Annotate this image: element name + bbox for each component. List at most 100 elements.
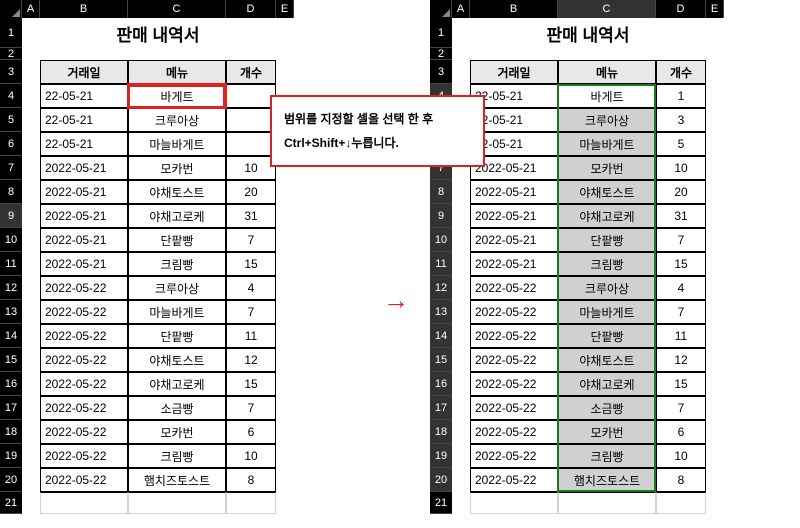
qty-cell[interactable]: 7: [226, 300, 276, 324]
date-cell[interactable]: 2022-05-22: [470, 396, 558, 420]
cell[interactable]: [452, 300, 470, 324]
row-header[interactable]: 9: [0, 204, 22, 228]
col-header-C[interactable]: C: [558, 0, 656, 18]
row-header[interactable]: 14: [430, 324, 452, 348]
menu-cell[interactable]: 크림빵: [558, 252, 656, 276]
row-header[interactable]: 17: [430, 396, 452, 420]
row-header-3[interactable]: 3: [430, 60, 452, 84]
cell[interactable]: [40, 492, 128, 514]
qty-cell[interactable]: 6: [656, 420, 706, 444]
col-header-C[interactable]: C: [128, 0, 226, 18]
menu-cell[interactable]: 마늘바게트: [128, 132, 226, 156]
date-cell[interactable]: 2022-05-22: [470, 372, 558, 396]
col-header-E[interactable]: E: [276, 0, 294, 18]
date-cell[interactable]: 2022-05-21: [40, 252, 128, 276]
header-menu[interactable]: 메뉴: [128, 60, 226, 84]
cell[interactable]: [22, 228, 40, 252]
cell[interactable]: [452, 180, 470, 204]
cell[interactable]: [276, 18, 294, 48]
cell[interactable]: [452, 372, 470, 396]
date-cell[interactable]: 22-05-21: [40, 108, 128, 132]
cell[interactable]: [22, 372, 40, 396]
date-cell[interactable]: 2022-05-22: [470, 444, 558, 468]
cell[interactable]: [656, 492, 706, 514]
menu-cell[interactable]: 크림빵: [558, 444, 656, 468]
header-qty[interactable]: 개수: [226, 60, 276, 84]
cell[interactable]: [22, 60, 40, 84]
cell[interactable]: [470, 48, 558, 60]
row-header[interactable]: 20: [430, 468, 452, 492]
menu-cell[interactable]: 단팥빵: [128, 228, 226, 252]
qty-cell[interactable]: 20: [656, 180, 706, 204]
row-header[interactable]: 15: [0, 348, 22, 372]
qty-cell[interactable]: 15: [226, 372, 276, 396]
cell[interactable]: [22, 348, 40, 372]
row-header[interactable]: 13: [0, 300, 22, 324]
row-header[interactable]: 19: [430, 444, 452, 468]
date-cell[interactable]: 2022-05-21: [470, 252, 558, 276]
date-cell[interactable]: 2022-05-21: [470, 228, 558, 252]
menu-cell[interactable]: 모카번: [128, 156, 226, 180]
row-header[interactable]: 16: [430, 372, 452, 396]
row-header[interactable]: 5: [0, 108, 22, 132]
qty-cell[interactable]: 15: [656, 252, 706, 276]
cell[interactable]: [22, 156, 40, 180]
cell[interactable]: [452, 396, 470, 420]
cell[interactable]: [22, 180, 40, 204]
date-cell[interactable]: 2022-05-22: [470, 324, 558, 348]
date-cell[interactable]: 2022-05-22: [470, 348, 558, 372]
date-cell[interactable]: 2022-05-22: [470, 468, 558, 492]
date-cell[interactable]: 2022-05-22: [470, 300, 558, 324]
row-header[interactable]: 11: [0, 252, 22, 276]
cell[interactable]: [22, 444, 40, 468]
row-header[interactable]: 16: [0, 372, 22, 396]
qty-cell[interactable]: 11: [226, 324, 276, 348]
cell[interactable]: [22, 492, 40, 514]
cell[interactable]: [558, 492, 656, 514]
cell[interactable]: [452, 252, 470, 276]
menu-cell[interactable]: 단팥빵: [128, 324, 226, 348]
col-header-E[interactable]: E: [706, 0, 724, 18]
date-cell[interactable]: 2022-05-21: [470, 180, 558, 204]
date-cell[interactable]: 2022-05-22: [40, 276, 128, 300]
qty-cell[interactable]: 20: [226, 180, 276, 204]
menu-cell[interactable]: 마늘바게트: [128, 300, 226, 324]
qty-cell[interactable]: [226, 132, 276, 156]
menu-cell[interactable]: 크루아상: [128, 276, 226, 300]
cell[interactable]: [706, 18, 724, 48]
qty-cell[interactable]: 10: [656, 444, 706, 468]
date-cell[interactable]: 2022-05-22: [40, 300, 128, 324]
cell[interactable]: [22, 468, 40, 492]
qty-cell[interactable]: 4: [656, 276, 706, 300]
cell[interactable]: [470, 492, 558, 514]
cell[interactable]: [22, 324, 40, 348]
menu-cell[interactable]: 모카번: [558, 156, 656, 180]
menu-cell[interactable]: 단팥빵: [558, 228, 656, 252]
date-cell[interactable]: 2022-05-22: [40, 444, 128, 468]
row-header[interactable]: 10: [430, 228, 452, 252]
menu-cell[interactable]: 바게트: [128, 84, 226, 108]
row-header[interactable]: 10: [0, 228, 22, 252]
row-header[interactable]: 11: [430, 252, 452, 276]
menu-cell[interactable]: 단팥빵: [558, 324, 656, 348]
qty-cell[interactable]: 12: [656, 348, 706, 372]
cell[interactable]: [22, 396, 40, 420]
row-header[interactable]: 17: [0, 396, 22, 420]
select-all-corner[interactable]: [0, 0, 22, 18]
row-header-21[interactable]: 21: [430, 492, 452, 514]
qty-cell[interactable]: 4: [226, 276, 276, 300]
row-header[interactable]: 9: [430, 204, 452, 228]
qty-cell[interactable]: 5: [656, 132, 706, 156]
row-header[interactable]: 19: [0, 444, 22, 468]
qty-cell[interactable]: 15: [226, 252, 276, 276]
select-all-corner[interactable]: [430, 0, 452, 18]
menu-cell[interactable]: 야채토스트: [558, 348, 656, 372]
cell[interactable]: [452, 324, 470, 348]
cell[interactable]: [452, 48, 470, 60]
date-cell[interactable]: 2022-05-22: [470, 276, 558, 300]
date-cell[interactable]: 2022-05-22: [40, 324, 128, 348]
menu-cell[interactable]: 소금빵: [558, 396, 656, 420]
cell[interactable]: [452, 228, 470, 252]
qty-cell[interactable]: 3: [656, 108, 706, 132]
menu-cell[interactable]: 야채토스트: [128, 348, 226, 372]
